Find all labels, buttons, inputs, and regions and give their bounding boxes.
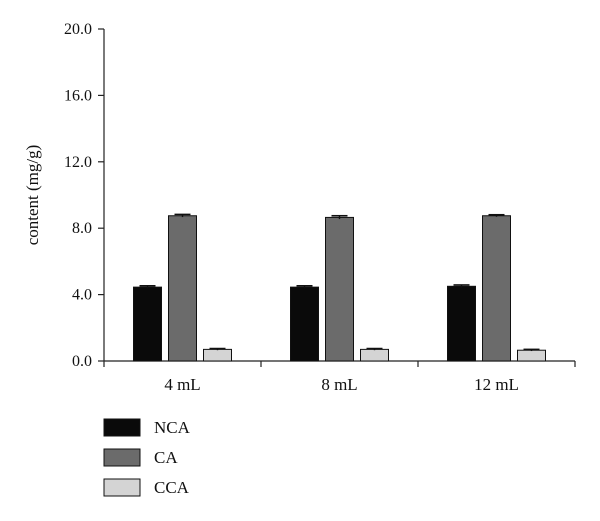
bar-cca — [517, 349, 546, 362]
bar-ca — [168, 215, 197, 362]
bar-cca — [203, 348, 232, 362]
legend: NCA CA CCA — [103, 418, 191, 497]
y-tick-label: 12.0 — [64, 154, 92, 171]
y-tick-label: 20.0 — [64, 21, 92, 38]
bars — [133, 213, 546, 362]
y-tick-label: 8.0 — [72, 220, 92, 237]
bar-cca — [360, 348, 389, 362]
legend-swatch-nca — [103, 418, 141, 437]
x-category-label: 4 mL — [164, 375, 200, 394]
bar-nca — [133, 286, 162, 362]
y-tick-label: 16.0 — [64, 87, 92, 104]
legend-swatch-cca — [103, 478, 141, 497]
y-tick-label: 0.0 — [72, 353, 92, 370]
x-axis: 4 mL 8 mL 12 mL — [103, 360, 576, 394]
x-category-label: 8 mL — [321, 375, 357, 394]
x-category-label: 12 mL — [474, 375, 519, 394]
bar-ca — [325, 216, 354, 362]
legend-label: CA — [154, 448, 178, 467]
y-tick-label: 4.0 — [72, 287, 92, 304]
bar-nca — [447, 285, 476, 362]
legend-swatch-ca — [103, 448, 141, 467]
bar-ca — [482, 215, 511, 362]
legend-label: NCA — [154, 418, 191, 437]
y-axis: 0.0 4.0 8.0 12.0 16.0 20.0 — [64, 21, 105, 370]
legend-label: CCA — [154, 478, 190, 497]
bar-nca — [290, 286, 319, 362]
y-axis-title: content (mg/g) — [23, 145, 42, 246]
